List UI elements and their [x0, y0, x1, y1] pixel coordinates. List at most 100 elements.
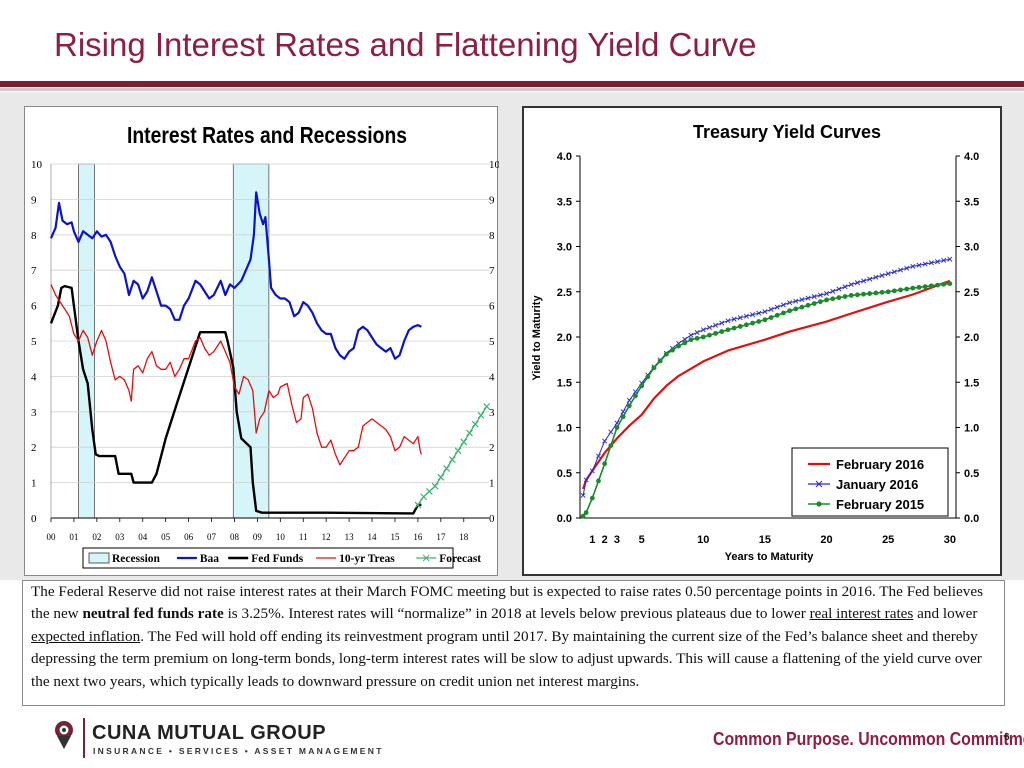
- curve-marker: [583, 477, 589, 483]
- curve-marker: [922, 284, 928, 290]
- curve-marker: [682, 336, 688, 342]
- y-tick-label-left: 0.0: [557, 513, 572, 525]
- commentary-segment: and lower: [913, 605, 978, 623]
- y-tick-label-left: 4.0: [557, 151, 572, 163]
- curve-marker: [947, 256, 953, 262]
- 10-yr-treas-line: [50, 284, 423, 466]
- x-tick-label: 2: [602, 534, 608, 546]
- y-tick-label-right: 8: [489, 230, 495, 242]
- page-number: 6: [1004, 732, 1010, 743]
- forecast-marker: [471, 420, 479, 428]
- curve-marker: [596, 478, 601, 484]
- commentary-segment: is 3.25%. Interest rates will “normalize…: [223, 605, 810, 623]
- y-tick-label-left: 3.5: [557, 196, 572, 208]
- page-title: Rising Interest Rates and Flattening Yie…: [54, 26, 757, 63]
- legend-january-2016-label: January 2016: [836, 477, 918, 492]
- curve-marker: [780, 302, 786, 308]
- curve-marker: [762, 317, 768, 323]
- curve-marker: [817, 292, 823, 298]
- x-tick-label: 20: [820, 534, 832, 546]
- x-tick-label: 06: [184, 532, 194, 542]
- legend-10-yr-treas-label: 10-yr Treas: [339, 553, 395, 565]
- curve-marker: [595, 453, 602, 459]
- y-tick-label-left: 6: [31, 301, 37, 313]
- cuna-mutual-logo-icon: [55, 721, 73, 749]
- curve-marker: [805, 302, 811, 308]
- x-tick-label: 30: [944, 534, 956, 546]
- y-tick-label-left: 10: [31, 159, 43, 171]
- curve-marker: [830, 288, 836, 294]
- y-tick-label-right: 0: [489, 513, 495, 525]
- curve-marker: [781, 310, 786, 316]
- curve-marker: [663, 351, 669, 357]
- curve-marker: [947, 281, 953, 287]
- commentary-segment: expected inflation: [31, 627, 141, 645]
- curve-marker: [580, 513, 586, 519]
- curve-marker: [768, 306, 774, 312]
- y-tick-label-left: 9: [31, 194, 37, 206]
- curve-marker: [602, 438, 608, 444]
- x-tick-label: 07: [207, 532, 217, 542]
- y-tick-label-left: 1: [31, 478, 37, 490]
- y-tick-label-right: 2: [489, 442, 495, 454]
- slogan: Common Purpose. Uncommon Commitment.: [713, 729, 1024, 749]
- curve-marker: [836, 295, 842, 301]
- curve-marker: [799, 304, 805, 310]
- curve-marker: [842, 284, 848, 290]
- curve-marker: [885, 271, 891, 277]
- x-tick-label: 11: [299, 532, 308, 542]
- y-tick-label-left: 0.5: [557, 468, 572, 480]
- curve-marker: [620, 414, 626, 420]
- y-tick-label-left: 7: [31, 265, 37, 277]
- y-tick-label-right: 3.5: [964, 196, 979, 208]
- legend-forecast-label: Forecast: [439, 553, 481, 565]
- x-tick-label: 10: [276, 532, 286, 542]
- curve-marker: [928, 260, 934, 266]
- yield-curves-chart: 0.0 0.0 0.5 0.5 1.0 1.0 1.5 1.5 2.0 2.0 2.5 2.5 3.0 3…: [531, 122, 979, 563]
- x-tick-label: 16: [413, 532, 423, 542]
- curve-marker: [608, 443, 614, 448]
- curve-marker: [645, 374, 651, 380]
- x-tick-label: 01: [69, 532, 78, 542]
- curve-marker: [854, 280, 860, 286]
- baa-line: [49, 191, 422, 360]
- curve-marker: [744, 322, 749, 328]
- x-axis-label: Years to Maturity: [725, 551, 815, 563]
- curve-marker: [910, 263, 916, 269]
- legend-box: [82, 547, 454, 569]
- legend-baa-label: Baa: [200, 553, 219, 565]
- y-tick-label-left: 3: [31, 407, 37, 419]
- curve-marker: [756, 319, 762, 324]
- curve-marker: [756, 310, 762, 316]
- curve-marker: [719, 320, 725, 326]
- curve-marker: [700, 327, 706, 333]
- curve-marker: [707, 332, 712, 338]
- curve-marker: [935, 282, 940, 288]
- x-tick-label: 25: [882, 534, 894, 546]
- legend-fed-funds-label: Fed Funds: [251, 553, 304, 565]
- commentary-text: The Federal Reserve did not raise intere…: [31, 581, 999, 693]
- curve-marker: [824, 291, 830, 297]
- curve-marker: [589, 495, 595, 501]
- y-tick-label-right: 4: [489, 371, 495, 383]
- curve-marker: [750, 312, 756, 318]
- curve-marker: [861, 278, 867, 284]
- curve-marker: [737, 324, 743, 329]
- y-tick-label-left: 8: [31, 230, 37, 242]
- curve-marker: [916, 284, 922, 290]
- x-tick-label: 12: [322, 532, 331, 542]
- y-tick-label-left: 4: [31, 371, 37, 383]
- forecast-marker: [448, 456, 456, 464]
- commentary-segment: The Federal Reserve did not raise intere…: [31, 583, 984, 623]
- curve-marker: [676, 343, 682, 349]
- forecast-marker: [420, 493, 428, 501]
- curve-marker: [934, 259, 941, 265]
- curve-marker: [626, 403, 632, 409]
- y-tick-label-right: 0.5: [964, 468, 979, 480]
- curve-marker: [633, 393, 638, 399]
- x-tick-label: 15: [390, 532, 400, 542]
- curve-marker: [725, 327, 731, 333]
- chart-title: Interest Rates and Recessions: [127, 124, 407, 149]
- x-tick-label: 04: [138, 532, 148, 542]
- curve-marker: [614, 425, 620, 430]
